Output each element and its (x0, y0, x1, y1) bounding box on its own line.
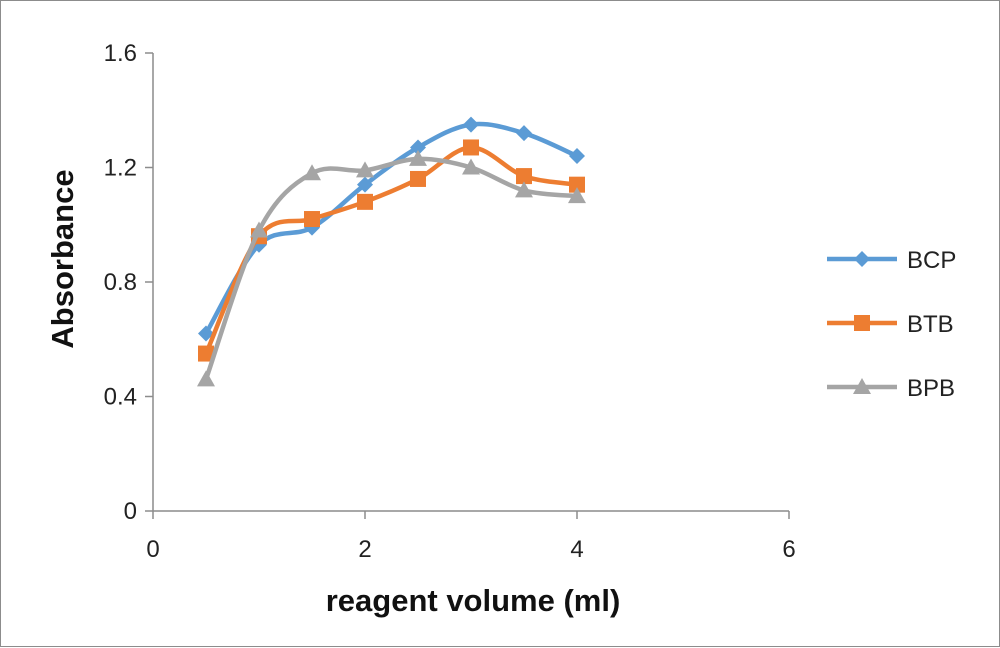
legend: BCP BTB BPB (827, 247, 956, 402)
data-point-bpb (515, 181, 533, 198)
legend-label: BTB (907, 311, 954, 338)
x-tick-label: 4 (570, 536, 583, 563)
legend-marker-diamond (854, 251, 870, 267)
data-point-bcp (410, 139, 426, 156)
data-point-bpb (303, 164, 321, 181)
data-point-bcp (516, 125, 532, 142)
series-bcp (198, 116, 585, 342)
data-point-btb (410, 170, 426, 187)
legend-label: BPB (907, 375, 955, 402)
x-tick-label: 0 (146, 536, 159, 563)
series-bpb (197, 149, 586, 387)
series-line-bpb (203, 156, 580, 382)
y-tick-label: 0 (124, 498, 137, 525)
data-point-bcp (357, 176, 373, 193)
series-layer (197, 116, 586, 387)
data-point-bcp (463, 116, 479, 133)
data-point-bpb (568, 187, 586, 204)
x-tick-label: 2 (358, 536, 371, 563)
legend-item-btb: BTB (827, 311, 954, 338)
y-tick-label: 1.6 (104, 40, 137, 67)
y-tick-label: 0.4 (104, 384, 137, 411)
data-point-btb (357, 193, 373, 210)
data-point-bcp (198, 325, 214, 342)
axes: 0 0.4 0.8 1.2 1.6 0 2 4 6 (104, 40, 796, 563)
data-point-btb (304, 211, 320, 228)
legend-label: BCP (907, 247, 956, 274)
y-axis-title: Absorbance (45, 169, 80, 348)
legend-marker-triangle (853, 378, 871, 394)
data-point-bpb (409, 149, 427, 166)
data-point-btb (198, 345, 214, 362)
x-axis-title: reagent volume (ml) (326, 583, 621, 618)
data-point-bpb (356, 161, 374, 178)
legend-item-bcp: BCP (827, 247, 956, 274)
data-point-bcp (569, 148, 585, 165)
data-point-btb (569, 176, 585, 193)
legend-marker-square (854, 315, 870, 331)
x-tick-label: 6 (782, 536, 795, 563)
data-point-bpb (250, 221, 268, 238)
y-tick-label: 0.8 (104, 269, 137, 296)
data-point-bpb (197, 370, 215, 387)
data-point-bpb (462, 158, 480, 175)
data-point-btb (516, 168, 532, 185)
legend-item-bpb: BPB (827, 375, 955, 402)
data-point-btb (463, 139, 479, 156)
y-tick-label: 1.2 (104, 155, 137, 182)
